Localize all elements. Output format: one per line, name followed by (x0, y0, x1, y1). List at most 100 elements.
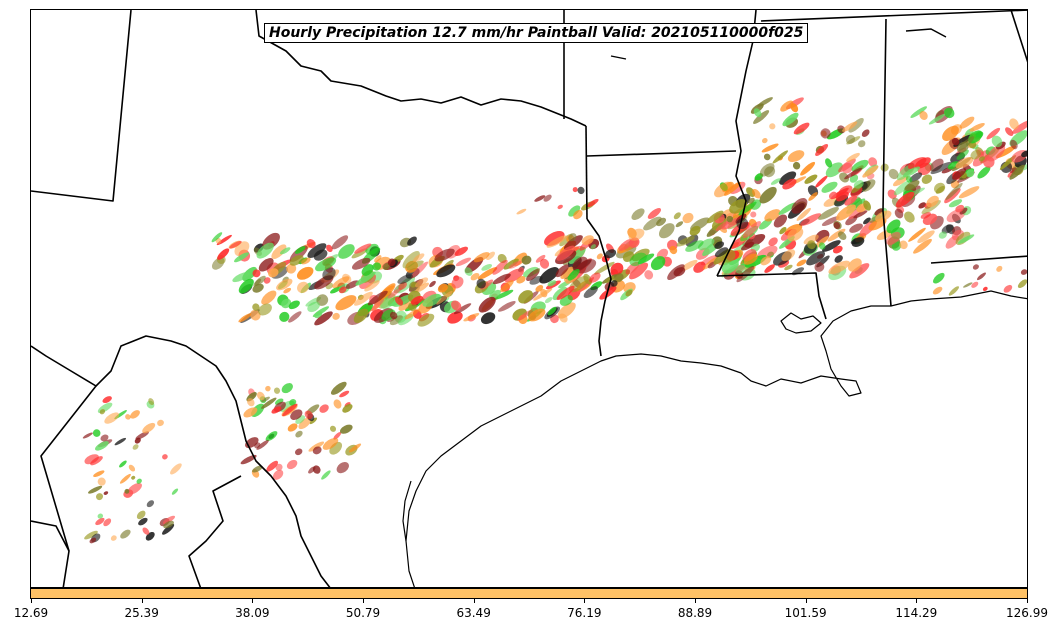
precipitation-paintball (815, 144, 829, 156)
precipitation-paintball (971, 281, 979, 288)
precipitation-paintball (415, 277, 429, 288)
precipitation-paintball (1017, 279, 1027, 288)
colorbar-tick (31, 599, 32, 603)
precipitation-paintball (110, 535, 117, 541)
precipitation-paintball (274, 398, 284, 405)
precipitation-paintball (745, 254, 767, 268)
precipitation-paintball (308, 441, 325, 452)
lakes (610, 28, 947, 60)
precipitation-paintball (741, 241, 755, 251)
mexico-state-line-2 (31, 520, 70, 552)
precipitation-paintball (307, 301, 320, 313)
precipitation-paintball (171, 488, 179, 495)
precipitation-paintball (97, 513, 104, 519)
precipitation-paintball (682, 212, 694, 224)
precipitation-paintball (556, 245, 576, 261)
precipitation-paintball (836, 204, 856, 221)
precipitation-paintball (486, 251, 495, 260)
precipitation-paintball (243, 407, 258, 418)
precipitation-paintball (394, 296, 404, 306)
precipitation-paintball (846, 152, 860, 162)
precipitation-paintball (736, 265, 755, 283)
lake-ar (610, 55, 627, 60)
precipitation-paintball (863, 217, 871, 225)
precipitation-paintball (170, 463, 182, 475)
precipitation-paintball (451, 276, 464, 289)
precipitation-paintball (279, 247, 291, 255)
precipitation-paintball (265, 385, 271, 392)
precipitation-paintball (965, 169, 975, 178)
precipitation-paintball (1005, 127, 1014, 136)
colorbar-tick (363, 599, 364, 603)
precipitation-paintball (821, 216, 840, 226)
colorbar-tick-label: 12.69 (13, 606, 49, 620)
precipitation-paintball (934, 182, 946, 194)
precipitation-paintball (887, 189, 897, 199)
precipitation-paintball (447, 311, 463, 324)
precipitation-paintball (372, 262, 382, 271)
precipitation-paintball (969, 123, 985, 132)
precipitation-paintball (546, 235, 567, 248)
precipitation-paintball (287, 423, 298, 432)
precipitation-paintball (364, 280, 380, 292)
precipitation-paintball (103, 518, 112, 527)
precipitation-paintball (119, 473, 131, 484)
precipitation-paintball (833, 221, 841, 230)
precipitation-paintball (414, 282, 430, 293)
precipitation-paintball (413, 253, 425, 263)
precipitation-paintball (768, 237, 778, 247)
precipitation-paintball (422, 293, 442, 307)
precipitation-paintball (930, 161, 952, 175)
precipitation-paintball (234, 252, 249, 263)
precipitation-paintball (329, 425, 337, 432)
precipitation-paintball (84, 530, 98, 540)
colorbar-tick (1027, 599, 1028, 603)
precipitation-paintball (404, 308, 420, 320)
precipitation-paintball (899, 240, 908, 250)
precipitation-paintball (544, 297, 553, 304)
precipitation-paintball (88, 485, 103, 494)
precipitation-paintball (135, 431, 149, 440)
precipitation-paintball (355, 271, 376, 286)
precipitation-paintball (921, 174, 933, 184)
precipitation-paintball (99, 409, 106, 415)
precipitation-paintball (752, 188, 761, 199)
al-fl-border (930, 255, 1027, 264)
precipitation-paintball (791, 267, 805, 276)
precipitation-paintball (845, 134, 856, 144)
precipitation-paintball (938, 231, 947, 239)
precipitation-paintball (945, 182, 963, 200)
precipitation-paintball (650, 256, 666, 271)
precipitation-paintball (436, 264, 456, 278)
precipitation-paintball (389, 315, 403, 326)
map-panel: Hourly Precipitation 12.7 mm/hr Paintbal… (30, 9, 1028, 588)
precipitation-paintball (928, 113, 946, 125)
precipitation-paintball (760, 256, 772, 266)
precipitation-paintball (95, 517, 105, 526)
precipitation-paintball (800, 161, 816, 176)
precipitation-paintball (286, 263, 297, 274)
colorbar-tick-label: 126.99 (1006, 606, 1048, 620)
precipitation-paintball (333, 431, 342, 440)
precipitation-paintball (596, 253, 603, 260)
precipitation-paintball (463, 313, 480, 322)
precipitation-paintball (92, 429, 101, 437)
precipitation-paintball (473, 252, 490, 263)
precipitation-paintball (295, 430, 303, 438)
colorbar-tick-label: 50.79 (345, 606, 381, 620)
precipitation-paintball (594, 261, 615, 275)
precipitation-paintball (568, 205, 581, 217)
precipitation-paintball (455, 257, 472, 267)
colorbar (30, 588, 1028, 599)
precipitation-paintball (910, 106, 928, 118)
precipitation-paintball (839, 172, 850, 183)
precipitation-paintball (95, 441, 109, 451)
precipitation-paintball (837, 231, 847, 241)
precipitation-paintball-layer (82, 97, 1027, 544)
precipitation-paintball (398, 298, 414, 311)
precipitation-paintball (382, 262, 390, 271)
precipitation-paintball (926, 195, 939, 208)
precipitation-paintball (1009, 164, 1025, 180)
precipitation-paintball (851, 237, 865, 247)
precipitation-paintball (163, 520, 174, 529)
